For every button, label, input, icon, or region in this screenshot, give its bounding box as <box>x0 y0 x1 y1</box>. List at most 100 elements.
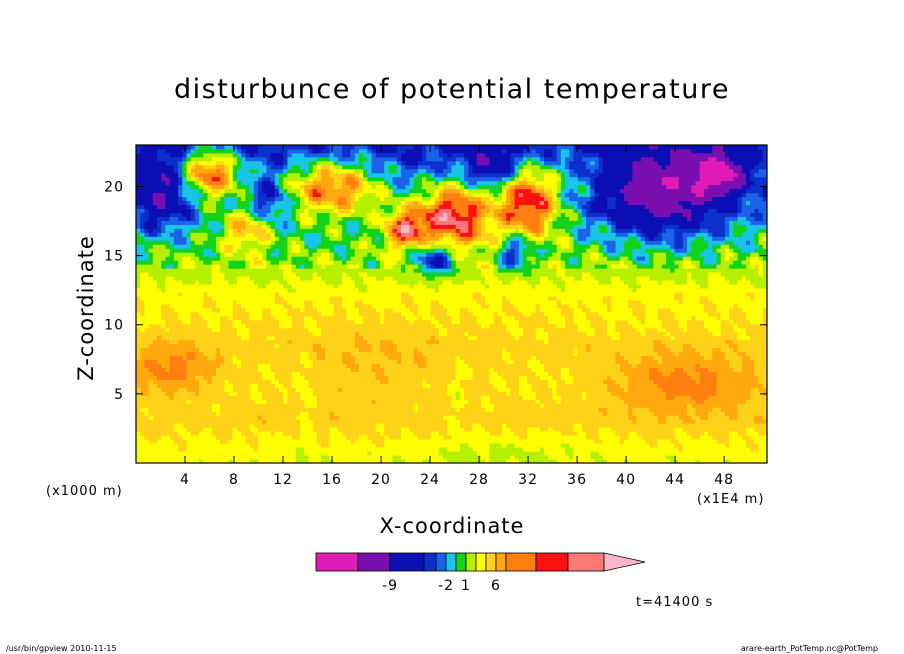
field-cell <box>607 447 612 452</box>
field-cell <box>577 443 583 448</box>
field-cell <box>729 427 734 432</box>
field-cell <box>401 447 406 452</box>
field-cell <box>535 347 541 353</box>
field-cell <box>653 411 659 416</box>
field-cell <box>169 343 175 349</box>
field-cell <box>409 331 415 337</box>
field-cell <box>161 427 166 432</box>
field-cell <box>699 351 705 357</box>
field-cell <box>161 447 166 452</box>
field-cell <box>573 355 579 361</box>
field-cell <box>447 399 452 404</box>
field-cell <box>392 335 398 341</box>
field-cell <box>724 375 730 380</box>
field-cell <box>384 379 389 384</box>
field-cell <box>640 435 646 440</box>
field-cell <box>178 399 183 404</box>
field-cell <box>510 439 515 444</box>
field-cell <box>144 351 150 357</box>
field-cell <box>224 387 229 392</box>
field-cell <box>304 375 309 380</box>
field-cell <box>565 375 570 380</box>
field-cell <box>396 387 402 392</box>
field-cell <box>279 379 284 384</box>
field-cell <box>510 375 515 380</box>
field-cell <box>674 387 680 392</box>
field-cell <box>619 443 625 448</box>
field-cell <box>619 427 625 432</box>
field-cell <box>691 351 696 357</box>
field-cell <box>211 391 217 396</box>
field-cell <box>438 415 444 420</box>
field-cell <box>253 419 259 424</box>
field-cell <box>695 343 701 349</box>
field-cell <box>649 375 654 380</box>
field-cell <box>518 415 524 420</box>
field-cell <box>754 435 759 440</box>
field-cell <box>518 383 524 388</box>
field-cell <box>653 407 659 412</box>
field-cell <box>472 439 478 444</box>
field-cell <box>476 427 482 432</box>
field-cell <box>236 327 242 333</box>
field-cell <box>152 407 158 412</box>
field-cell <box>674 395 680 400</box>
field-cell <box>623 423 629 428</box>
field-cell <box>720 335 726 341</box>
field-cell <box>678 351 684 357</box>
field-cell <box>211 407 217 412</box>
field-cell <box>586 399 591 404</box>
field-cell <box>447 347 452 353</box>
field-cell <box>232 351 238 357</box>
field-cell <box>434 415 440 420</box>
field-cell <box>274 335 280 341</box>
field-cell <box>144 427 150 432</box>
field-cell <box>493 375 499 380</box>
field-cell <box>371 451 377 456</box>
field-cell <box>337 403 343 408</box>
field-cell <box>224 427 229 432</box>
field-cell <box>379 399 385 404</box>
field-cell <box>279 367 284 372</box>
field-cell <box>741 431 747 436</box>
field-cell <box>472 331 478 337</box>
field-cell <box>581 387 587 392</box>
field-cell <box>422 331 427 337</box>
field-cell <box>417 415 423 420</box>
field-cell <box>367 387 372 392</box>
field-cell <box>754 339 759 345</box>
field-cell <box>426 355 431 361</box>
field-cell <box>569 331 574 337</box>
field-cell <box>287 383 293 388</box>
field-cell <box>236 407 242 412</box>
field-cell <box>253 335 259 341</box>
field-cell <box>241 335 246 341</box>
field-cell <box>443 391 448 396</box>
field-cell <box>329 411 335 416</box>
field-cell <box>241 419 246 424</box>
field-cell <box>674 451 680 456</box>
field-cell <box>312 403 318 408</box>
field-cell <box>379 447 385 452</box>
field-cell <box>472 367 478 372</box>
field-cell <box>392 411 398 416</box>
field-cell <box>316 439 322 444</box>
field-cell <box>535 375 541 380</box>
field-cell <box>409 343 415 349</box>
field-cell <box>178 455 183 460</box>
field-cell <box>308 447 314 452</box>
field-cell <box>304 435 309 440</box>
field-cell <box>316 359 322 365</box>
field-cell <box>531 383 537 388</box>
field-cell <box>434 367 440 372</box>
field-cell <box>308 375 314 380</box>
field-cell <box>417 331 423 337</box>
field-cell <box>518 367 524 372</box>
field-cell <box>295 455 301 460</box>
field-cell <box>640 419 646 424</box>
field-cell <box>623 375 629 380</box>
field-cell <box>333 403 339 408</box>
field-cell <box>703 347 709 353</box>
field-cell <box>354 363 360 369</box>
field-cell <box>333 447 339 452</box>
